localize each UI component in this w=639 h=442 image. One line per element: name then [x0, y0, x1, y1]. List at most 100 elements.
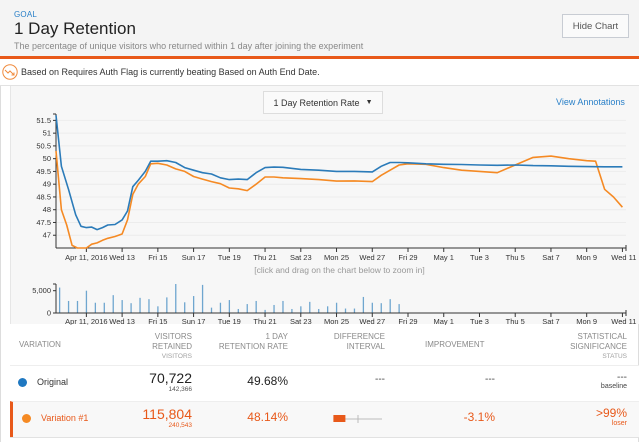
- mini-bar: [282, 300, 284, 313]
- header-diff-l2: INTERVAL: [346, 342, 385, 351]
- goal-title: 1 Day Retention: [14, 19, 136, 38]
- trending-down-icon: [2, 64, 18, 80]
- retention-rate: 48.14%: [247, 410, 288, 424]
- header-rate-l2: RETENTION RATE: [218, 342, 288, 351]
- y-tick-label: 50: [43, 154, 51, 163]
- visitors-bar-chart[interactable]: 0 5,000 Apr 11, 2016 Wed 13 Fri 15 Sun 17 Tue…: [0, 280, 639, 325]
- mini-bar: [335, 302, 338, 313]
- mini-x-tick-label: Mon 25: [324, 317, 349, 325]
- table-bottom-border: [10, 437, 639, 438]
- mini-bar: [246, 304, 248, 313]
- header-visitors-sub: VISITORS: [161, 353, 192, 360]
- mini-x-tick-label: Wed 13: [109, 317, 135, 325]
- y-tick-label: 51: [43, 129, 51, 138]
- x-tick-label: Tue 3: [470, 253, 489, 262]
- caret-down-icon: ▼: [365, 99, 373, 106]
- mini-bar: [362, 296, 365, 313]
- visitors-count: 240,543: [168, 422, 193, 429]
- visitors-retained-cell: 70,722 142,366: [140, 370, 192, 393]
- chart-series: [55, 115, 624, 249]
- header-sig-sub: STATUS: [602, 353, 627, 360]
- result-alert: Based on Requires Auth Flag is currently…: [0, 59, 639, 86]
- significance-cell: --- baseline: [570, 372, 627, 390]
- x-tick-label: Tue 19: [218, 253, 241, 262]
- mini-bar: [273, 304, 275, 313]
- y-tick-label: 47.5: [36, 218, 51, 227]
- mini-x-tick-label: Thu 21: [253, 317, 276, 325]
- x-axis: Apr 11, 2016 Wed 13 Fri 15 Sun 17 Tue 19 Thu …: [56, 245, 636, 262]
- metric-dropdown[interactable]: 1 Day Retention Rate ▼: [263, 91, 383, 114]
- x-tick-label: Thu 5: [506, 253, 525, 262]
- difference-interval: ---: [375, 374, 385, 385]
- mini-x-tick-label: Fri 29: [398, 317, 417, 325]
- x-tick-label: Sat 7: [542, 253, 560, 262]
- mini-x-tick-label: Tue 3: [470, 317, 489, 325]
- x-tick-label: Fri 15: [148, 253, 167, 262]
- mini-bar: [157, 306, 159, 313]
- mini-bar: [103, 302, 105, 313]
- mini-y-tick-label: 5,000: [32, 286, 51, 295]
- header-variation: VARIATION: [19, 340, 61, 349]
- mini-bar: [166, 297, 168, 313]
- table-row-variation-1[interactable]: Variation #1 115,804 240,543 48.14% -3.1…: [10, 401, 639, 437]
- y-tick-label: 49.5: [36, 167, 51, 176]
- mini-bar: [228, 300, 231, 313]
- x-tick-label: Sat 23: [290, 253, 312, 262]
- mini-bar: [139, 297, 141, 313]
- retention-line-chart[interactable]: 47 47.5 48 48.5 49 49.5 50 50.5 51 51.5 Apr 11, 2…: [0, 110, 639, 265]
- mini-bar: [76, 300, 79, 313]
- x-tick-label: Sun 17: [182, 253, 206, 262]
- hide-chart-button[interactable]: Hide Chart: [562, 14, 629, 38]
- mini-bar: [219, 302, 222, 313]
- mini-bar: [148, 299, 150, 313]
- mini-bar: [121, 300, 123, 313]
- header-visitors-l2: RETAINED: [152, 342, 192, 351]
- original-color-dot: [18, 378, 27, 387]
- mini-bar: [309, 301, 311, 313]
- mini-bar: [112, 295, 114, 313]
- mini-bar: [318, 308, 320, 313]
- mini-y-axis: 0 5,000: [32, 283, 57, 318]
- header-diff-l1: DIFFERENCE: [333, 332, 385, 341]
- mini-bar: [192, 296, 195, 313]
- significance-value: >99%: [595, 406, 627, 420]
- header-sig-l2: SIGNIFICANCE: [570, 342, 627, 351]
- mini-bar: [175, 284, 177, 313]
- difference-interval-bar: [333, 415, 382, 423]
- mini-x-tick-label: Sat 7: [542, 317, 560, 325]
- mini-x-tick-label: Apr 11, 2016: [65, 317, 107, 325]
- mini-x-tick-label: Fri 15: [148, 317, 167, 325]
- goal-description: The percentage of unique visitors who re…: [14, 41, 364, 51]
- series-line-variation-1: [55, 150, 624, 249]
- metric-dropdown-label: 1 Day Retention Rate: [273, 97, 360, 108]
- mini-bar: [85, 290, 88, 313]
- retained-count: 70,722: [149, 370, 192, 386]
- header-difference-interval: DIFFERENCE INTERVAL: [305, 332, 385, 352]
- mini-bar: [326, 306, 329, 313]
- mini-x-tick-label: May 1: [434, 317, 454, 325]
- retention-rate: 49.68%: [247, 374, 288, 388]
- variation-color-dot: [22, 414, 31, 423]
- mini-bar: [67, 300, 70, 313]
- x-tick-label: Wed 27: [359, 253, 385, 262]
- mini-bar: [353, 308, 356, 313]
- mini-bar: [237, 308, 239, 313]
- x-tick-label: Apr 11, 2016: [65, 253, 107, 262]
- view-annotations-link[interactable]: View Annotations: [556, 97, 625, 107]
- y-tick-label: 48.5: [36, 192, 51, 201]
- significance-cell: >99% loser: [570, 406, 627, 427]
- x-tick-label: May 1: [434, 253, 454, 262]
- mini-bar: [371, 302, 373, 313]
- mini-bar: [380, 303, 382, 313]
- mini-bar: [389, 299, 391, 313]
- improvement-value: ---: [485, 374, 495, 385]
- header-statistical-significance: STATISTICAL SIGNIFICANCE STATUS: [545, 332, 627, 362]
- results-table: VARIATION VISITORS RETAINED VISITORS 1 D…: [0, 325, 639, 442]
- mini-x-tick-label: Sun 17: [182, 317, 206, 325]
- significance-value: ---: [617, 372, 627, 383]
- mini-bars: [58, 284, 400, 313]
- mini-bar: [344, 308, 347, 313]
- y-tick-label: 51.5: [36, 116, 51, 125]
- mini-x-tick-label: Sat 23: [290, 317, 312, 325]
- table-row-original[interactable]: Original 70,722 142,366 49.68% --- --- -…: [10, 365, 639, 402]
